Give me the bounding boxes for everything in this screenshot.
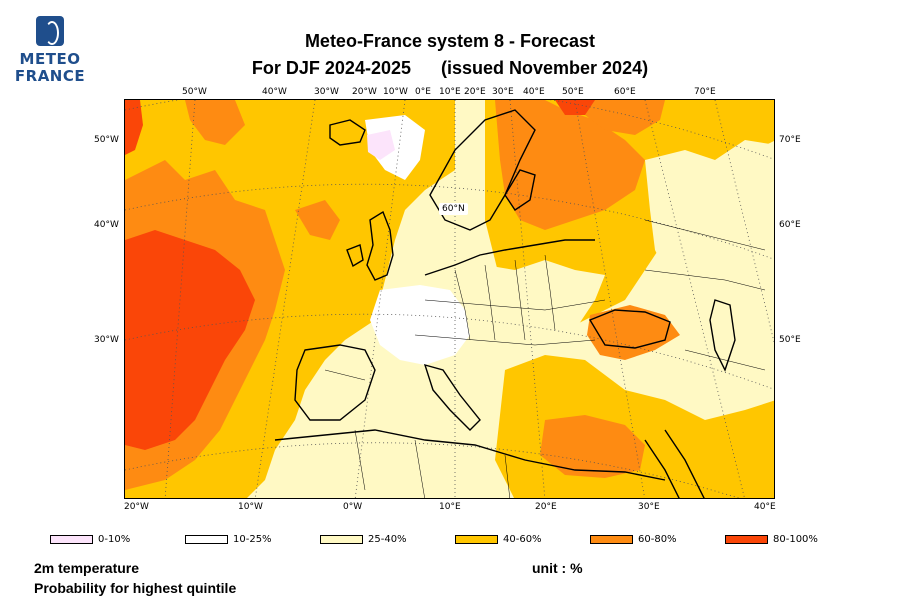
legend-swatch: [185, 535, 228, 544]
band-25-40-east: [645, 140, 774, 400]
top-lon-label: 70°E: [694, 87, 716, 97]
band-60-80-blacksea: [587, 305, 680, 360]
bottom-label: 20°E: [535, 502, 557, 512]
top-lon-label: 50°E: [562, 87, 584, 97]
bottom-label: 30°E: [638, 502, 660, 512]
unit-label: unit : %: [532, 560, 583, 576]
top-lon-label: 30°E: [492, 87, 514, 97]
band-80-100-west: [125, 230, 255, 450]
legend-label: 25-40%: [368, 534, 407, 545]
band-60-80-scandinavia: [495, 100, 645, 230]
band-25-40-central: [276, 260, 605, 498]
probability-map: 60°N: [124, 99, 775, 499]
band-0-10: [367, 130, 395, 160]
logo-icon: [36, 16, 64, 46]
legend-label: 80-100%: [773, 534, 818, 545]
top-lon-label: 10°W: [383, 87, 408, 97]
chart-subtitle: For DJF 2024-2025 (issued November 2024): [0, 58, 900, 79]
logo-text-line1: METEO: [19, 50, 81, 68]
map-svg: [125, 100, 774, 498]
graticule: [125, 100, 774, 498]
legend-label: 60-80%: [638, 534, 677, 545]
logo-text-line2: FRANCE: [14, 67, 86, 85]
top-lon-label: 40°W: [262, 87, 287, 97]
right-label: 50°E: [779, 335, 801, 345]
bottom-label: 20°W: [124, 502, 149, 512]
top-lon-label: 10°E: [439, 87, 461, 97]
band-80-100-corner: [125, 100, 143, 155]
legend-swatch: [455, 535, 498, 544]
band-80-100-ne: [555, 100, 595, 115]
issued-label: (issued November 2024): [441, 58, 649, 78]
legend-label: 0-10%: [98, 534, 131, 545]
season-label: For DJF 2024-2025: [251, 58, 411, 78]
chart-title: Meteo-France system 8 - Forecast: [304, 31, 596, 51]
lat-label-60n: 60°N: [439, 203, 468, 215]
top-lon-label: 20°W: [352, 87, 377, 97]
top-lon-label: 20°E: [464, 87, 486, 97]
bottom-label: 0°W: [343, 502, 363, 512]
bottom-label: 10°W: [238, 502, 263, 512]
left-label: 30°W: [94, 335, 119, 345]
top-lon-label: 30°W: [314, 87, 339, 97]
country-borders: [324, 219, 766, 498]
legend-label: 40-60%: [503, 534, 542, 545]
left-label: 40°W: [94, 220, 119, 230]
band-60-80-north: [185, 100, 245, 145]
meteo-france-logo: METEO FRANCE: [14, 16, 86, 86]
legend-swatch: [725, 535, 768, 544]
bottom-label: 40°E: [754, 502, 776, 512]
top-lon-label: 50°W: [182, 87, 207, 97]
top-lon-label: 0°E: [415, 87, 431, 97]
left-label: 50°W: [94, 135, 119, 145]
band-60-80-med: [540, 415, 645, 478]
top-lon-label: 60°E: [614, 87, 636, 97]
legend-label: 10-25%: [233, 534, 272, 545]
bottom-label: 10°E: [439, 502, 461, 512]
legend-swatch: [50, 535, 93, 544]
legend-swatch: [590, 535, 633, 544]
band-10-25-atlantic: [365, 115, 425, 180]
right-label: 60°E: [779, 220, 801, 230]
legend-swatch: [320, 535, 363, 544]
metric-label: Probability for highest quintile: [34, 580, 237, 596]
right-label: 70°E: [779, 135, 801, 145]
coastlines: [274, 109, 736, 498]
variable-label: 2m temperature: [34, 560, 140, 576]
top-lon-label: 40°E: [523, 87, 545, 97]
band-60-80-nw: [295, 200, 340, 240]
band-10-25-france: [370, 285, 470, 365]
